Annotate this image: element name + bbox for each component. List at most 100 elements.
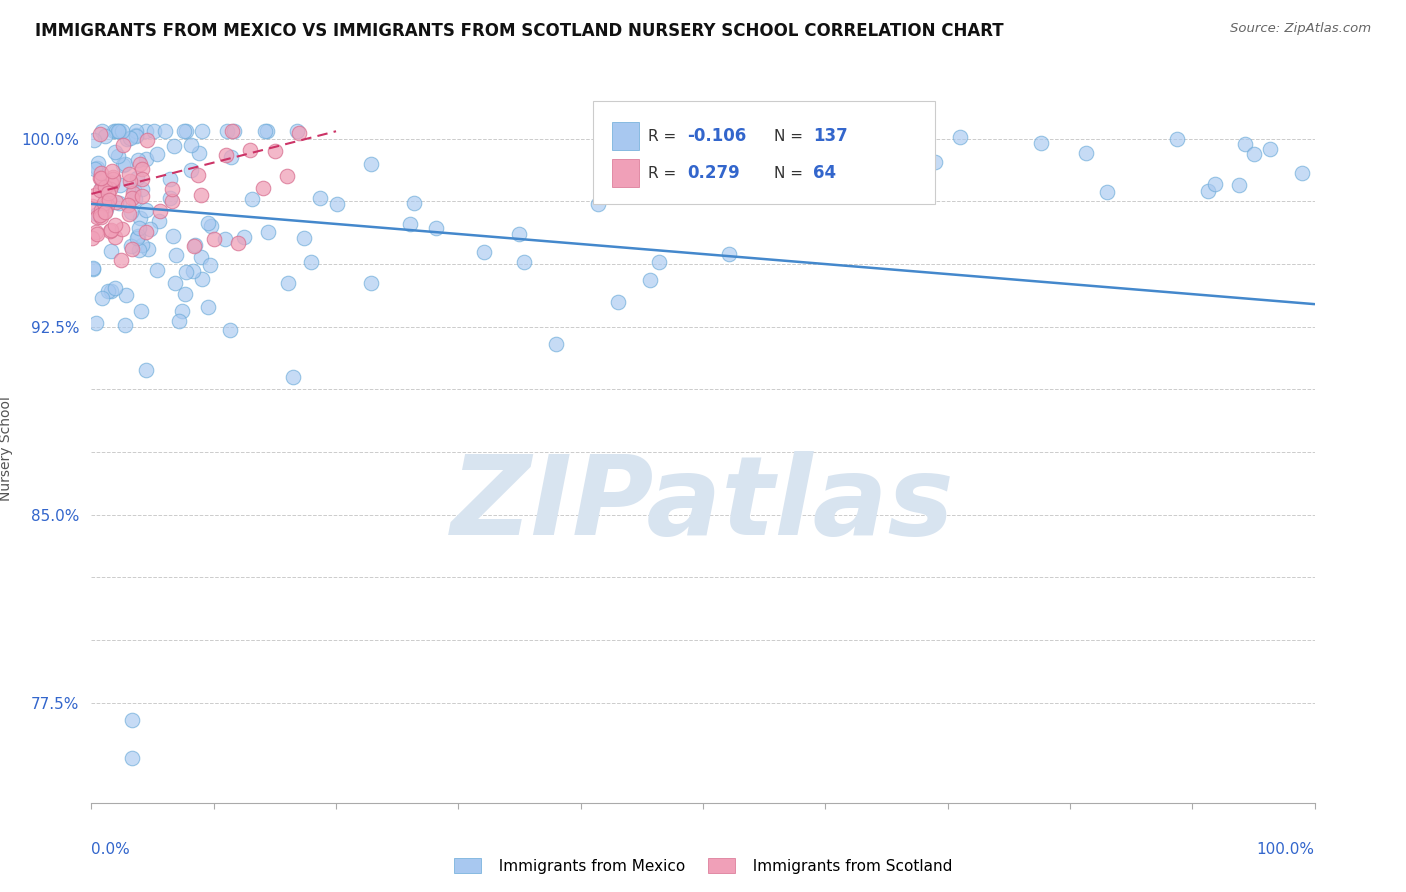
Point [184, 237, 207, 252]
Point [717, 247, 740, 261]
Point [83, 133, 105, 147]
Point [135, 363, 157, 377]
Point [89, 128, 111, 142]
Point [360, 157, 382, 171]
FancyBboxPatch shape [613, 159, 640, 187]
Point [183, 239, 205, 253]
Y-axis label: Nursery School: Nursery School [0, 396, 13, 500]
Point [114, 157, 136, 171]
Point [233, 229, 256, 244]
Point [1031, 136, 1053, 151]
Point [197, 301, 219, 315]
Point [292, 231, 315, 245]
Point [131, 162, 153, 177]
FancyBboxPatch shape [593, 101, 935, 203]
Point [94, 202, 117, 216]
Text: 0.279: 0.279 [688, 164, 740, 182]
Point [308, 191, 330, 205]
Point [162, 228, 184, 243]
Point [586, 196, 609, 211]
Point [172, 304, 194, 318]
Point [114, 288, 136, 302]
Point [264, 144, 287, 158]
Point [513, 254, 536, 268]
Text: ZIPatlas: ZIPatlas [451, 451, 955, 558]
Point [326, 196, 349, 211]
Point [301, 255, 323, 269]
Point [1258, 142, 1281, 156]
Point [118, 174, 141, 188]
Point [105, 124, 128, 138]
Point [129, 304, 152, 318]
Point [1204, 177, 1226, 191]
Point [173, 124, 195, 138]
Point [104, 194, 127, 209]
Point [128, 157, 150, 171]
Point [107, 149, 129, 163]
Point [159, 171, 181, 186]
Point [404, 196, 426, 211]
Point [215, 147, 238, 161]
Point [131, 171, 153, 186]
Point [112, 158, 135, 172]
Point [121, 191, 143, 205]
Point [276, 169, 298, 183]
Point [98, 223, 121, 237]
Point [167, 314, 190, 328]
Point [89, 208, 111, 222]
Point [197, 216, 219, 230]
Point [90, 210, 112, 224]
FancyBboxPatch shape [613, 122, 640, 151]
Point [100, 284, 122, 298]
Point [101, 177, 124, 191]
Point [90, 178, 112, 193]
Text: IMMIGRANTS FROM MEXICO VS IMMIGRANTS FROM SCOTLAND NURSERY SCHOOL CORRELATION CH: IMMIGRANTS FROM MEXICO VS IMMIGRANTS FRO… [35, 22, 1004, 40]
Point [122, 182, 145, 196]
Point [93, 205, 115, 219]
Point [181, 264, 204, 278]
Point [924, 155, 946, 169]
Point [128, 221, 150, 235]
Point [200, 219, 222, 233]
Point [82, 198, 104, 212]
Point [124, 192, 146, 206]
Point [96, 198, 118, 212]
Point [221, 124, 243, 138]
Point [897, 158, 920, 172]
Point [254, 124, 277, 138]
Text: -0.106: -0.106 [688, 128, 747, 145]
Point [215, 124, 238, 138]
Point [544, 337, 567, 351]
Point [239, 143, 262, 157]
Point [111, 137, 134, 152]
Point [101, 172, 124, 186]
Point [90, 181, 112, 195]
Point [160, 194, 183, 208]
Point [648, 254, 671, 268]
Point [644, 147, 666, 161]
Point [90, 124, 112, 138]
Point [187, 168, 209, 182]
Point [117, 198, 139, 212]
Text: 137: 137 [813, 128, 848, 145]
Point [214, 232, 236, 246]
Point [256, 124, 278, 138]
Point [285, 124, 308, 138]
Point [100, 164, 122, 178]
Point [252, 181, 274, 195]
Point [131, 189, 153, 203]
Point [120, 204, 142, 219]
Point [159, 192, 181, 206]
Point [139, 221, 162, 235]
Point [104, 218, 127, 232]
Point [82, 261, 104, 276]
Point [190, 187, 212, 202]
Point [198, 258, 221, 272]
Point [135, 203, 157, 218]
Point [163, 139, 186, 153]
Point [219, 150, 242, 164]
Point [125, 231, 148, 245]
Point [90, 165, 112, 179]
Point [107, 124, 129, 138]
Point [131, 238, 153, 252]
